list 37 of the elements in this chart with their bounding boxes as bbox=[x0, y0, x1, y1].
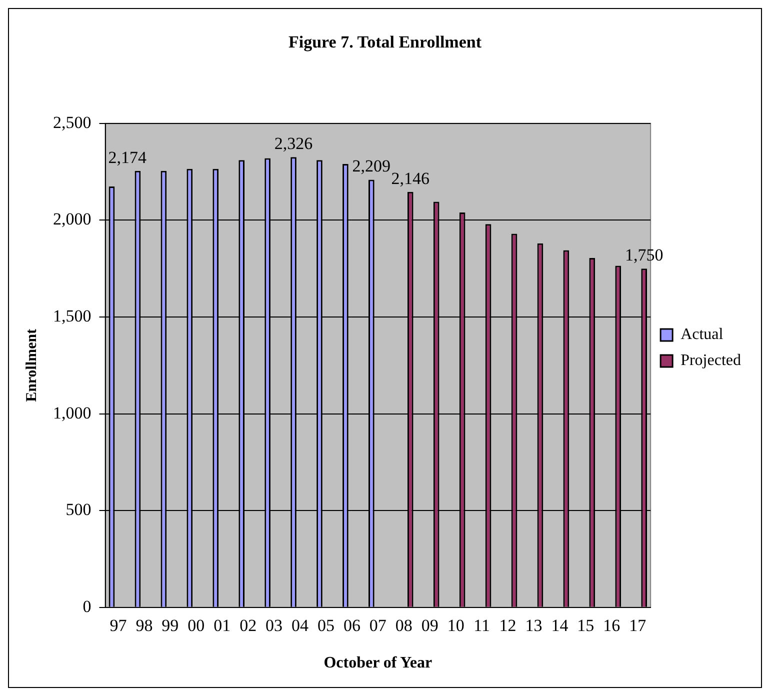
x-tick-label: 97 bbox=[110, 616, 128, 636]
x-tick-label: 03 bbox=[266, 616, 283, 636]
data-label: 1,750 bbox=[624, 246, 664, 265]
data-label: 2,209 bbox=[352, 156, 391, 176]
data-label: 2,174 bbox=[108, 148, 147, 167]
legend-label: Actual bbox=[680, 326, 724, 344]
y-axis-title: Enrollment bbox=[24, 328, 40, 402]
y-tick-label: 0 bbox=[82, 596, 92, 616]
x-tick-label: 98 bbox=[136, 616, 153, 636]
x-tick-label: 10 bbox=[447, 616, 464, 636]
x-tick-label: 14 bbox=[551, 616, 569, 636]
x-tick-label: 17 bbox=[629, 616, 647, 636]
x-tick-label: 08 bbox=[395, 616, 412, 636]
x-tick-label: 15 bbox=[577, 616, 594, 636]
x-tick-label: 00 bbox=[188, 616, 205, 636]
x-tick-label: 11 bbox=[474, 616, 490, 636]
data-label: 2,326 bbox=[274, 134, 313, 154]
x-tick-label: 07 bbox=[369, 616, 387, 636]
x-tick-label: 05 bbox=[317, 616, 334, 636]
x-tick-label: 02 bbox=[240, 616, 257, 636]
x-tick-label: 12 bbox=[499, 616, 516, 636]
y-tick-label: 1,500 bbox=[53, 306, 92, 326]
x-tick-label: 13 bbox=[525, 616, 542, 636]
x-tick-label: 06 bbox=[343, 616, 360, 636]
x-tick-label: 99 bbox=[162, 616, 179, 636]
x-tick-label: 16 bbox=[603, 616, 620, 636]
y-tick-label: 2,000 bbox=[53, 210, 92, 229]
legend-label: Projected bbox=[680, 352, 741, 370]
data-label: 2,146 bbox=[391, 168, 430, 188]
y-tick-label: 1,000 bbox=[53, 403, 92, 422]
x-tick-label: 01 bbox=[214, 616, 231, 636]
y-tick-label: 2,500 bbox=[53, 112, 92, 132]
chart-title: Figure 7. Total Enrollment bbox=[288, 32, 482, 52]
x-tick-label: 04 bbox=[292, 616, 310, 636]
x-axis-title: October of Year bbox=[324, 654, 432, 672]
y-tick-label: 500 bbox=[66, 500, 92, 520]
x-tick-label: 09 bbox=[421, 616, 438, 636]
